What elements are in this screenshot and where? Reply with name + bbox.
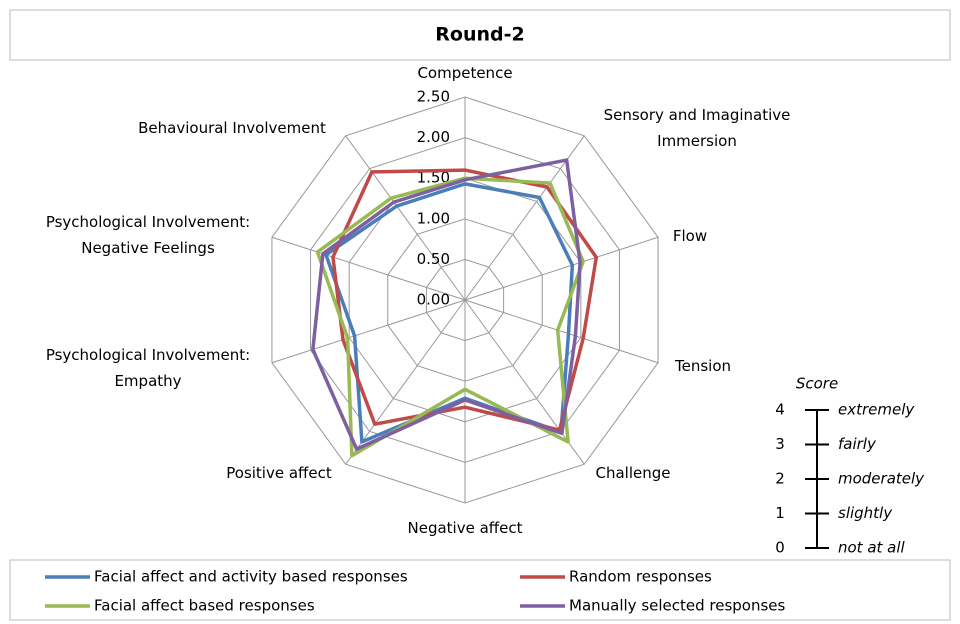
axis-label: Flow — [672, 227, 708, 245]
legend-label: Manually selected responses — [569, 597, 786, 615]
axis-label: Sensory and Imaginative Immersion — [603, 106, 791, 150]
legend-label: Facial affect and activity based respons… — [94, 568, 408, 586]
spoke — [464, 236, 659, 301]
legend-label: Facial affect based responses — [94, 597, 315, 615]
score-number: 0 — [775, 539, 785, 557]
score-label: not at all — [838, 539, 906, 557]
axis-label: Competence — [417, 64, 513, 82]
score-title: Score — [796, 375, 838, 393]
r-tick-label: 1.00 — [417, 209, 450, 227]
score-label: extremely — [838, 401, 915, 419]
series-line — [315, 176, 585, 458]
score-label: fairly — [838, 435, 877, 453]
axis-label: Psychological Involvement: Empathy — [45, 346, 251, 390]
score-number: 2 — [775, 470, 785, 488]
series-line — [331, 168, 599, 432]
spoke — [271, 236, 466, 301]
spoke — [464, 299, 659, 364]
r-tick-label: 1.50 — [417, 169, 450, 187]
axis-label: Psychological Involvement: Negative Feel… — [45, 213, 251, 257]
spoke — [464, 135, 585, 301]
score-label: moderately — [838, 470, 925, 488]
score-number: 4 — [775, 401, 785, 419]
r-tick-label: 0.00 — [417, 291, 450, 309]
axis-label: Positive affect — [226, 464, 332, 482]
r-tick-label: 2.00 — [417, 128, 450, 146]
spoke — [271, 299, 466, 364]
series-line — [311, 158, 582, 451]
chart-title: Round-2 — [435, 24, 524, 46]
axis-label: Behavioural Involvement — [138, 119, 326, 137]
axis-label: Challenge — [595, 464, 671, 482]
score-number: 3 — [775, 435, 785, 453]
spoke — [345, 299, 466, 465]
title-box — [9, 9, 951, 61]
spoke — [345, 135, 466, 301]
legend-box — [9, 559, 951, 621]
legend-label: Random responses — [569, 568, 712, 586]
score-label: slightly — [838, 504, 893, 522]
score-number: 1 — [775, 504, 785, 522]
spoke — [464, 299, 585, 465]
axis-label: Tension — [674, 357, 731, 375]
r-tick-label: 0.50 — [417, 250, 450, 268]
r-tick-label: 2.50 — [417, 88, 450, 106]
axis-label: Negative affect — [407, 519, 523, 537]
